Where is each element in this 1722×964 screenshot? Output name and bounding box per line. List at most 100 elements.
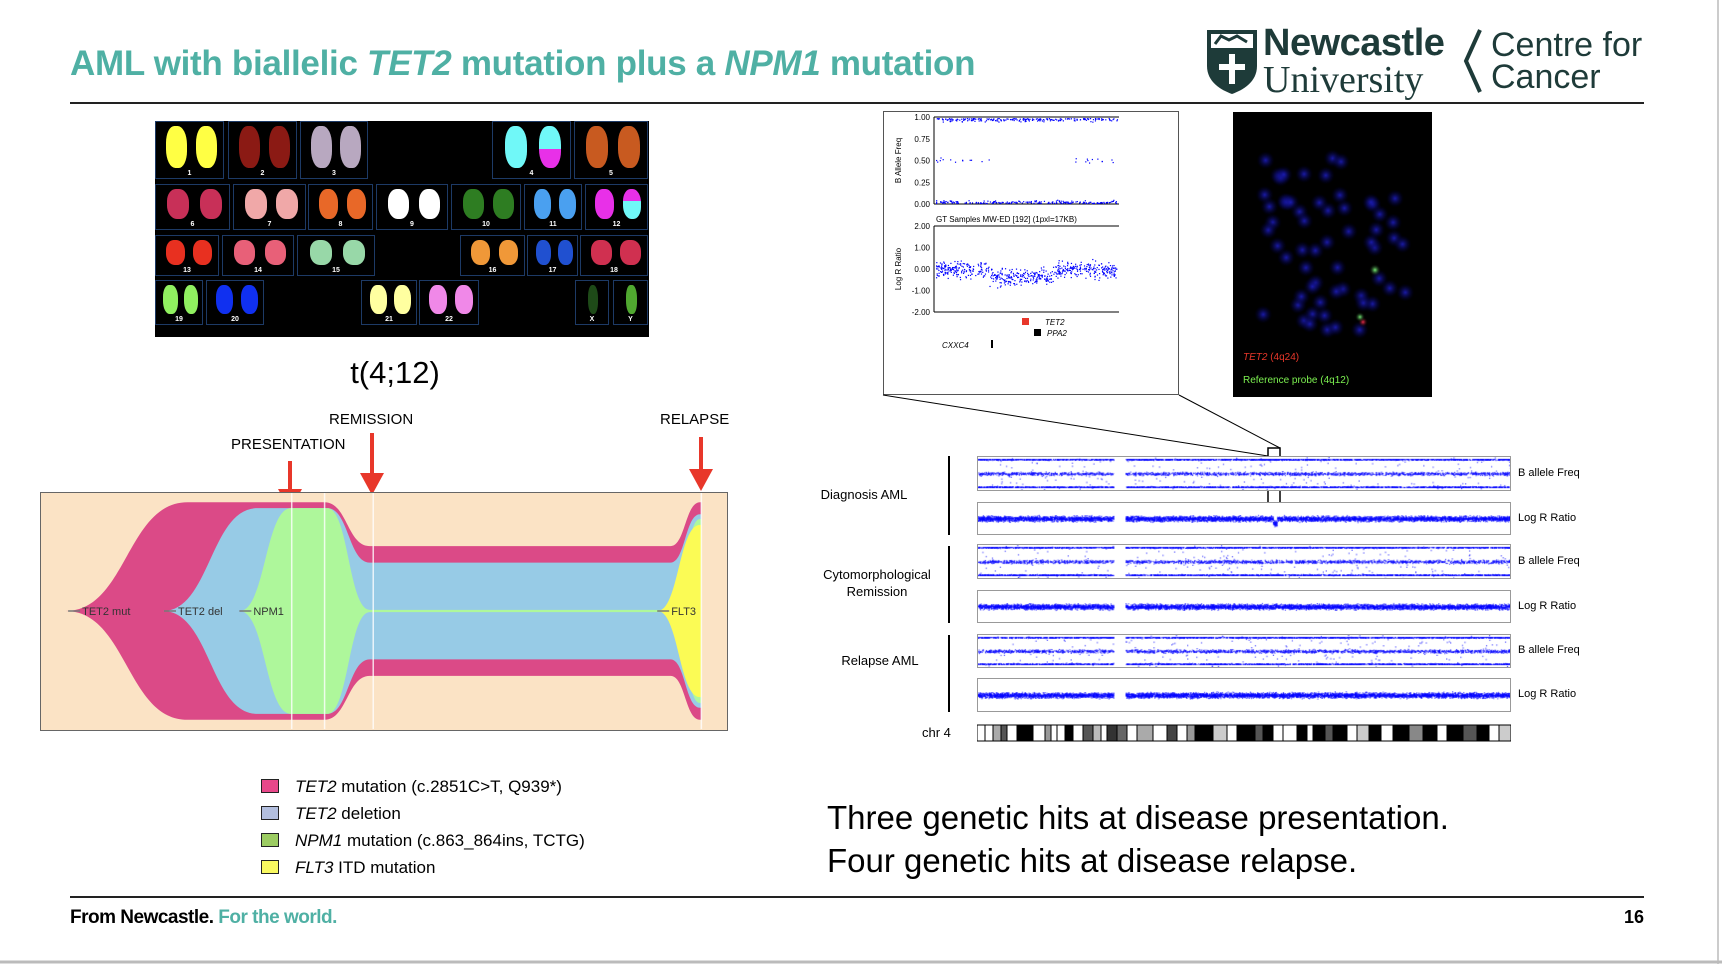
title-gene-tet2: TET2	[367, 44, 452, 83]
fish-plot: TET2 mut TET2 del NPM1 FLT3	[40, 492, 728, 731]
footer-tagline: From Newcastle. For the world.	[70, 907, 337, 929]
legend-item: TET2 deletion	[261, 804, 401, 824]
lrr-title: GT Samples MW-ED [192] (1pxl=17KB)	[936, 215, 1077, 224]
logo-text: Cancer	[1491, 58, 1601, 96]
chromosome-label: 1	[187, 170, 192, 177]
title-gene-npm1: NPM1	[724, 44, 821, 83]
chromosome-label: 3	[332, 170, 336, 177]
gene-label: PPA2	[1047, 329, 1067, 338]
footer-divider	[70, 896, 1644, 898]
chromosome-pair-3: 3	[300, 121, 368, 179]
chromosome-pair-14: 14	[222, 235, 294, 276]
chromosome-label: 9	[410, 221, 414, 228]
legend-item: NPM1 mutation (c.863_864ins, TCTG)	[261, 831, 585, 851]
chromosome-label: 11	[549, 221, 557, 228]
clone-label: NPM1	[253, 606, 284, 618]
chromosome	[244, 189, 267, 219]
metaphase-image	[1233, 112, 1432, 342]
chromosome-label: 15	[332, 267, 340, 274]
chromosome	[343, 240, 366, 265]
title-text: mutation	[820, 44, 976, 83]
axis-tick: 0.75	[914, 135, 930, 144]
chromosome	[193, 240, 213, 265]
logo-text: University	[1263, 59, 1424, 101]
translocation-caption: t(4;12)	[350, 355, 440, 390]
chromosome	[626, 285, 637, 314]
chromosome	[387, 189, 410, 219]
header-divider	[70, 102, 1644, 104]
chromosome	[470, 240, 491, 265]
chromosome-pair-18: 18	[580, 235, 648, 276]
chromosome-pair-13: 13	[155, 235, 219, 276]
karyotype-image: 1 2 3 4 5 6 7 8 9 10 11 12 13 14 15 16 17 18 19 20 21 22 X Y	[155, 121, 649, 337]
chromosome	[233, 240, 256, 265]
chromosome-pair-21: 21	[361, 280, 417, 325]
chromosome	[586, 126, 609, 168]
summary-line: Three genetic hits at disease presentati…	[827, 799, 1449, 836]
gene-label: TET2	[1045, 318, 1065, 327]
chromosome	[309, 240, 332, 265]
chromosome-pair-10: 10	[451, 184, 521, 230]
track-label: Log R Ratio	[1518, 511, 1577, 524]
axis-tick: 0.25	[914, 178, 930, 187]
track-label: Log R Ratio	[1518, 688, 1577, 700]
relapse-arrow-icon	[689, 437, 713, 491]
track-label: B allele Freq	[1518, 466, 1580, 479]
chromosome-pair-1: 1	[155, 121, 224, 179]
chromosome	[454, 285, 473, 314]
legend-gene: FLT3	[295, 858, 334, 877]
title-text: AML with biallelic	[70, 44, 368, 83]
fish-image: TET2 (4q24) Reference probe (4q12)	[1233, 112, 1432, 397]
chromosome	[622, 189, 642, 219]
chromosome-label: 13	[183, 267, 191, 274]
sample-label: Relapse AML	[841, 653, 919, 668]
track-label: B allele Freq	[1518, 554, 1580, 567]
page-number: 16	[1623, 907, 1644, 927]
chromosome-label: 5	[609, 170, 613, 177]
chromosome	[535, 240, 551, 265]
b-allele-freq-track	[977, 456, 1511, 491]
legend-text: ITD mutation	[333, 858, 436, 877]
chromosome-label: 20	[231, 316, 239, 323]
chromosome-pair-16: 16	[460, 235, 525, 276]
chromosome-label: 18	[610, 267, 618, 274]
clone-label: FLT3	[671, 606, 696, 618]
chr4-ideogram	[977, 724, 1511, 742]
chromosome-label: 12	[612, 221, 621, 228]
chromosome-label: X	[589, 316, 595, 323]
chromosome	[165, 240, 185, 265]
gene-label: CXXC4	[942, 341, 969, 350]
chromosome	[558, 189, 577, 219]
chromosome-pair-8: 8	[308, 184, 373, 230]
chromosome	[318, 189, 339, 219]
chromosome	[591, 240, 612, 265]
legend-item: TET2 mutation (c.2851C>T, Q939*)	[261, 777, 562, 797]
chromosome-label: 21	[385, 316, 393, 323]
presentation-arrow-icon	[278, 461, 302, 511]
tet2-gene-marker	[1022, 318, 1029, 325]
b-allele-freq-track	[977, 634, 1511, 668]
legend-gene: TET2	[295, 777, 337, 796]
sample-bracket	[948, 635, 950, 712]
chromosome	[240, 285, 259, 314]
chromosome	[167, 189, 190, 219]
axis-tick: -1.00	[912, 287, 931, 296]
chromosome	[557, 240, 573, 265]
chromosome-label: 6	[190, 221, 195, 228]
clone-npm1	[239, 508, 702, 714]
legend-swatch	[261, 806, 279, 820]
chromosome	[370, 285, 388, 314]
sample-bracket	[948, 456, 950, 535]
chromosome	[196, 126, 217, 168]
chromosome-label: 7	[267, 221, 272, 228]
stage-label-relapse: RELAPSE	[660, 411, 730, 428]
chromosome	[269, 126, 290, 168]
chromosome-label: 14	[254, 267, 262, 274]
tagline-accent: For the world.	[213, 907, 337, 928]
chromosome-label: 10	[482, 221, 490, 228]
legend-swatch	[261, 779, 279, 793]
logo-text: Centre for	[1491, 26, 1643, 64]
clone-label: TET2 mut	[82, 606, 130, 618]
chromosome-pair-22: 22	[419, 280, 479, 325]
chromosome	[264, 240, 287, 265]
